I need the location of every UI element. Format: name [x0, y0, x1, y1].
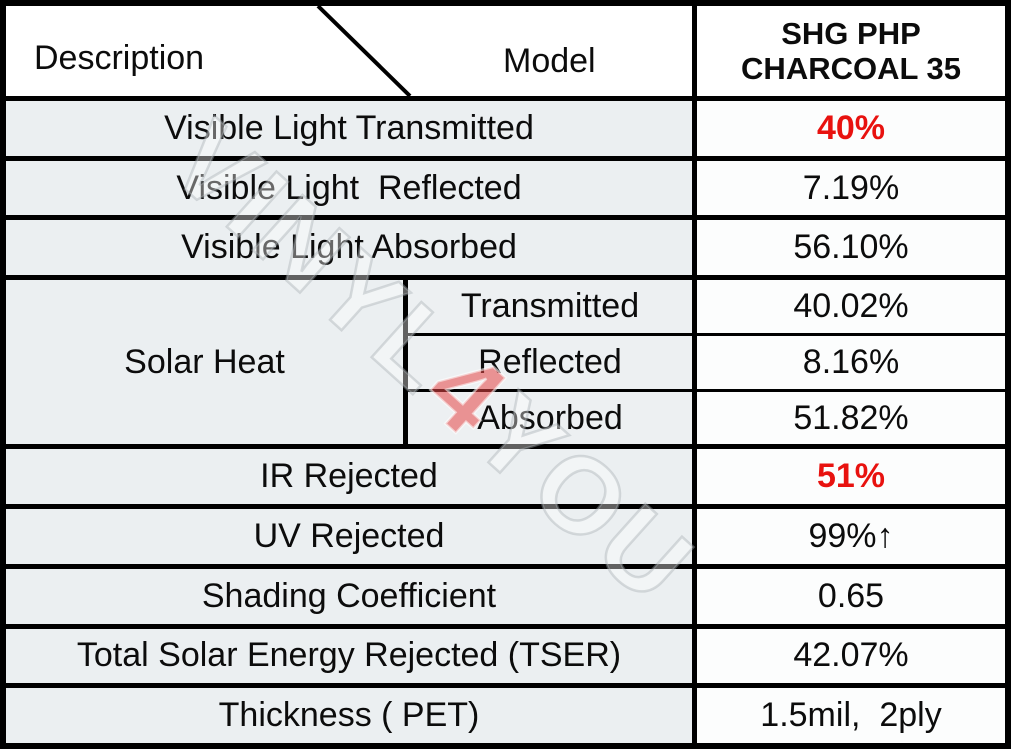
row-label: Visible Light Absorbed — [6, 220, 697, 276]
subrow-label: Reflected — [408, 335, 697, 389]
subrow-absorbed: Absorbed 51.82% — [408, 388, 1005, 445]
row-value: 0.65 — [697, 568, 1005, 624]
model-label: Model — [503, 42, 596, 80]
solar-heat-subrows: Transmitted 40.02% Reflected 8.16% Absor… — [408, 280, 1005, 445]
subrow-reflected: Reflected 8.16% — [408, 332, 1005, 389]
row-shading-coefficient: Shading Coefficient 0.65 — [6, 563, 1005, 624]
row-label: Thickness ( PET) — [6, 688, 697, 743]
row-ir-rejected: IR Rejected 51% — [6, 444, 1005, 505]
row-tser: Total Solar Energy Rejected (TSER) 42.07… — [6, 623, 1005, 684]
row-label: IR Rejected — [6, 449, 697, 505]
row-label: UV Rejected — [6, 509, 697, 564]
subrow-label: Transmitted — [408, 280, 697, 333]
row-visible-light-reflected: Visible Light Reflected 7.19% — [6, 155, 1005, 216]
row-value-highlighted: 40% — [697, 101, 1005, 156]
subrow-value: 40.02% — [697, 280, 1005, 333]
subrow-value: 8.16% — [697, 335, 1005, 389]
row-thickness: Thickness ( PET) 1.5mil, 2ply — [6, 683, 1005, 743]
model-value-cell: SHG PHP CHARCOAL 35 — [697, 6, 1005, 96]
subrow-value: 51.82% — [697, 391, 1005, 445]
subrow-transmitted: Transmitted 40.02% — [408, 280, 1005, 333]
row-group-solar-heat: Solar Heat Transmitted 40.02% Reflected … — [6, 275, 1005, 445]
model-name-line1: SHG PHP — [781, 15, 921, 51]
row-value-highlighted: 51% — [697, 449, 1005, 505]
table-header-row: Description Model SHG PHP CHARCOAL 35 — [6, 6, 1005, 96]
row-value: 99%↑ — [697, 509, 1005, 564]
row-value: 7.19% — [697, 160, 1005, 216]
row-label: Visible Light Reflected — [6, 160, 697, 216]
row-value: 1.5mil, 2ply — [697, 688, 1005, 743]
row-label: Shading Coefficient — [6, 568, 697, 624]
row-value: 56.10% — [697, 220, 1005, 276]
row-uv-rejected: UV Rejected 99%↑ — [6, 504, 1005, 564]
description-model-cell: Description Model — [6, 6, 697, 96]
row-value: 42.07% — [697, 628, 1005, 684]
row-visible-light-absorbed: Visible Light Absorbed 56.10% — [6, 215, 1005, 276]
solar-heat-group-label: Solar Heat — [6, 280, 408, 445]
model-name-line2: CHARCOAL 35 — [741, 51, 961, 86]
description-label: Description — [34, 39, 205, 77]
row-label: Visible Light Transmitted — [6, 101, 697, 156]
row-label: Total Solar Energy Rejected (TSER) — [6, 628, 697, 684]
row-visible-light-transmitted: Visible Light Transmitted 40% — [6, 96, 1005, 156]
subrow-label: Absorbed — [408, 391, 697, 445]
diagonal-divider-line — [316, 6, 412, 96]
